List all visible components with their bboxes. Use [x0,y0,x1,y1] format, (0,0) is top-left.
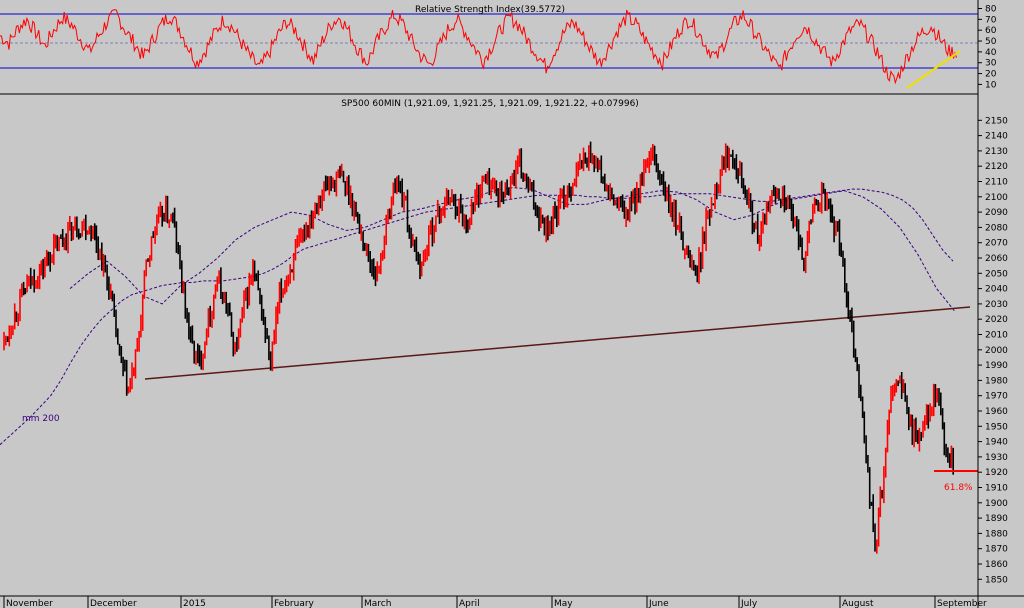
price-tick-label: 2130 [985,147,1008,157]
x-tick-label: 2015 [183,599,206,608]
price-tick-label: 2040 [985,285,1008,295]
x-tick-label: March [364,599,391,608]
x-tick-label: April [459,599,480,608]
price-tick-label: 2090 [985,208,1008,218]
price-candles [3,141,955,554]
rsi-panel: Relative Strength Index(39.5772) 8070605… [0,5,997,90]
price-tick-label: 2150 [985,116,1008,126]
price-tick-label: 1850 [985,575,1008,585]
rsi-tick-label: 60 [985,26,997,36]
price-tick-label: 1920 [985,468,1008,478]
price-tick-label: 1890 [985,514,1008,524]
price-tick-label: 2000 [985,346,1008,356]
rsi-tick-label: 50 [985,37,997,47]
price-tick-label: 1980 [985,376,1008,386]
rsi-tick-label: 70 [985,15,997,25]
price-tick-label: 2050 [985,269,1008,279]
price-tick-label: 2070 [985,239,1008,249]
rsi-title: Relative Strength Index(39.5772) [415,5,565,15]
price-tick-label: 1960 [985,407,1008,417]
price-tick-label: 2120 [985,162,1008,172]
rsi-tick-label: 30 [985,59,997,69]
price-tick-label: 2140 [985,132,1008,142]
x-tick-label: September [937,599,987,608]
rsi-tick-label: 40 [985,48,997,58]
price-tick-label: 2060 [985,254,1008,264]
price-tick-label: 2100 [985,193,1008,203]
price-tick-label: 1900 [985,499,1008,509]
rsi-tick-label: 20 [985,70,997,80]
x-tick-label: December [90,599,137,608]
fib-label: 61.8% [944,483,973,493]
price-panel: SP500 60MIN (1,921.09, 1,921.25, 1,921.0… [0,99,1008,585]
support-trendline [144,306,971,380]
price-tick-label: 1880 [985,529,1008,539]
x-tick-label: February [274,599,315,608]
ma-200-label: mm 200 [22,414,60,424]
price-tick-label: 2080 [985,223,1008,233]
price-tick-label: 1910 [985,483,1008,493]
price-axis: 2150 2140 2130 2120 2110 2100 2090 2080 2070 2060… [978,116,1008,585]
price-tick-label: 1940 [985,438,1008,448]
price-tick-label: 1950 [985,422,1008,432]
price-title: SP500 60MIN (1,921.09, 1,921.25, 1,921.0… [341,99,639,109]
price-tick-label: 2020 [985,315,1008,325]
price-tick-label: 1860 [985,560,1008,570]
x-tick-label: November [6,599,53,608]
price-tick-label: 1970 [985,392,1008,402]
price-tick-label: 2010 [985,330,1008,340]
price-tick-label: 1930 [985,453,1008,463]
x-tick-label: July [740,599,758,608]
x-tick-label: June [648,599,669,608]
rsi-tick-label: 80 [985,5,997,15]
rsi-line [0,9,957,85]
x-axis: November December 2015 February March April Ma… [3,596,987,608]
price-tick-label: 1990 [985,361,1008,371]
rsi-trendline [906,50,961,89]
x-tick-label: May [554,599,573,608]
price-tick-label: 2110 [985,177,1008,187]
x-tick-label: August [842,599,874,608]
rsi-tick-label: 10 [985,80,997,90]
price-tick-label: 2030 [985,300,1008,310]
price-tick-label: 1870 [985,545,1008,555]
